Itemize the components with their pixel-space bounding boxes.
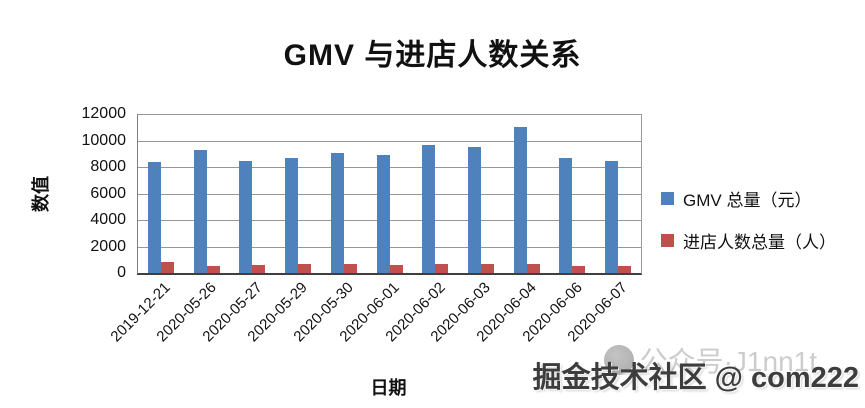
bar-group — [138, 114, 184, 273]
bar — [605, 161, 619, 273]
legend-entry: 进店人数总量（人） — [661, 228, 836, 253]
y-tick-label: 2000 — [90, 237, 126, 255]
watermark-faint: 公众号·J1nn1t — [603, 340, 817, 380]
bar — [376, 155, 390, 273]
bar-series — [138, 114, 641, 273]
gridline — [138, 114, 641, 115]
bar — [422, 145, 436, 273]
bar-group — [595, 114, 641, 273]
chart-title: GMV 与进店人数关系 — [283, 39, 582, 72]
y-tick-label: 0 — [117, 264, 126, 281]
bar — [572, 265, 586, 273]
bar — [526, 264, 540, 273]
legend: GMV 总量（元） 进店人数总量（人） — [661, 186, 836, 270]
watermark-main-text: 掘金技术社区 @ com222 — [532, 362, 859, 394]
bar-group — [321, 114, 367, 273]
plot-area — [137, 114, 642, 275]
legend-entry: GMV 总量（元） — [661, 186, 836, 211]
bar — [252, 265, 266, 273]
y-tick-label: 6000 — [90, 184, 126, 202]
y-tick-label: 12000 — [81, 105, 127, 122]
bar — [206, 265, 220, 273]
bar — [147, 161, 161, 273]
y-axis-tick-labels: 0 2000 4000 6000 8000 10000 12000 — [55, 106, 130, 281]
bar — [239, 161, 253, 273]
bar-group — [367, 114, 413, 273]
bar-group — [275, 114, 321, 273]
watermark-avatar-icon — [603, 345, 634, 375]
legend-label: 进店人数总量（人） — [683, 233, 836, 252]
bar — [435, 264, 449, 273]
legend-label: GMV 总量（元） — [683, 191, 812, 210]
x-axis-title: 日期 — [370, 378, 407, 398]
y-axis-title: 数值 — [31, 176, 51, 212]
y-tick-label: 4000 — [90, 211, 126, 228]
bar — [481, 264, 494, 273]
legend-swatch-icon — [661, 234, 674, 247]
bar-group — [550, 114, 596, 273]
gridline — [138, 140, 641, 142]
bar — [285, 157, 299, 273]
bar — [160, 262, 174, 273]
bar-group — [504, 114, 550, 273]
y-tick-label: 8000 — [90, 158, 126, 175]
bar — [468, 147, 481, 273]
bar-group — [412, 114, 458, 273]
bar — [513, 126, 527, 273]
watermark: 公众号·J1nn1t 掘金技术社区 @ com222 — [533, 338, 859, 400]
bar — [193, 149, 207, 273]
watermark-faint-text: 公众号·J1nn1t — [639, 346, 817, 377]
bar — [330, 153, 344, 273]
bar-group — [184, 114, 230, 273]
bar-group — [458, 114, 504, 273]
bar — [389, 264, 403, 273]
bar — [298, 264, 312, 273]
bar — [618, 265, 632, 273]
legend-swatch-icon — [661, 192, 674, 205]
bar — [343, 264, 357, 273]
y-tick-label: 10000 — [81, 131, 127, 149]
bar — [559, 158, 573, 273]
bar-group — [229, 114, 275, 273]
